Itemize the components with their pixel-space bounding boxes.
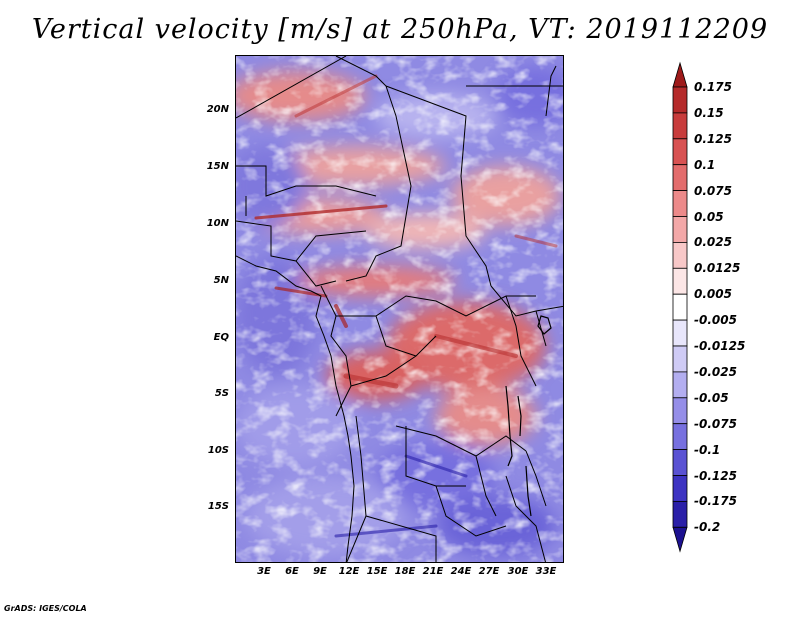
colorbar-segment [672, 138, 688, 166]
credit-text: GrADS: IGES/COLA [4, 604, 87, 613]
lon-label: 33E [535, 566, 557, 577]
colorbar-segment [672, 216, 688, 243]
colorbar-label: 0.175 [694, 80, 732, 94]
colorbar-label: -0.025 [694, 364, 737, 379]
colorbar-segment [672, 449, 688, 476]
colorbar-label: 0.1 [694, 157, 716, 172]
colorbar-segment [672, 319, 688, 347]
lon-label: 9E [313, 566, 327, 577]
lat-label: 10S [207, 445, 229, 456]
colorbar-label: 0.0125 [694, 261, 741, 276]
lon-label: 30E [507, 566, 529, 577]
lon-label: 18E [394, 566, 416, 577]
lat-label: EQ [213, 332, 229, 343]
lat-label: 5N [213, 275, 229, 286]
colorbar-label: 0.125 [694, 131, 732, 146]
colorbar-segment [672, 371, 688, 399]
colorbar-label: 0.025 [694, 235, 732, 250]
colorbar-segment [672, 190, 688, 217]
lon-label: 21E [422, 566, 444, 577]
colorbar-segment [672, 423, 688, 451]
lat-label: 20N [206, 104, 229, 115]
colorbar-segment [672, 241, 688, 269]
field-texture [236, 56, 563, 562]
colorbar-segment [672, 397, 688, 425]
colorbar-segment [672, 267, 688, 295]
lon-label: 15E [366, 566, 388, 577]
lat-label: 5S [214, 388, 229, 399]
colorbar-label: -0.125 [694, 468, 737, 483]
map-title: Vertical velocity [m/s] at 250hPa, VT: 2… [31, 14, 769, 45]
lon-label: 12E [338, 566, 360, 577]
colorbar-label: -0.05 [694, 390, 729, 405]
colorbar-label: 0.05 [694, 209, 724, 224]
lon-label: 24E [450, 566, 472, 577]
colorbar-label: -0.175 [694, 494, 737, 509]
lat-label: 15S [207, 501, 229, 512]
colorbar-segment [672, 86, 688, 114]
colorbar-label: -0.0125 [694, 339, 746, 353]
lakes [505, 315, 552, 517]
colorbar-label: -0.2 [694, 520, 721, 535]
colorbar-segment [672, 61, 688, 88]
colorbar-label: -0.075 [694, 416, 737, 431]
lon-label: 6E [285, 566, 299, 577]
colorbar-segment [672, 345, 688, 373]
colorbar-segments [672, 61, 688, 553]
colorbar-segment [672, 526, 688, 553]
colorbar-segment [672, 164, 688, 191]
colorbar-segment [672, 475, 688, 502]
lon-label: 3E [257, 566, 271, 577]
colorbar-label: -0.1 [694, 442, 721, 457]
velocity-map [235, 55, 564, 563]
field-streaks [254, 74, 558, 538]
lon-label: 27E [478, 566, 500, 577]
country-boundaries [236, 56, 563, 562]
colorbar-segment [672, 500, 688, 528]
colorbar-label: 0.005 [694, 287, 732, 302]
colorbar-label: -0.005 [694, 313, 737, 328]
colorbar-segment [672, 293, 688, 321]
lat-label: 10N [206, 218, 229, 229]
velocity-field-svg [236, 56, 563, 562]
lat-label: 15N [206, 161, 229, 172]
colorbar-label: 0.15 [694, 105, 724, 120]
colorbar-label: 0.075 [694, 183, 732, 198]
colorbar-segment [672, 112, 688, 140]
